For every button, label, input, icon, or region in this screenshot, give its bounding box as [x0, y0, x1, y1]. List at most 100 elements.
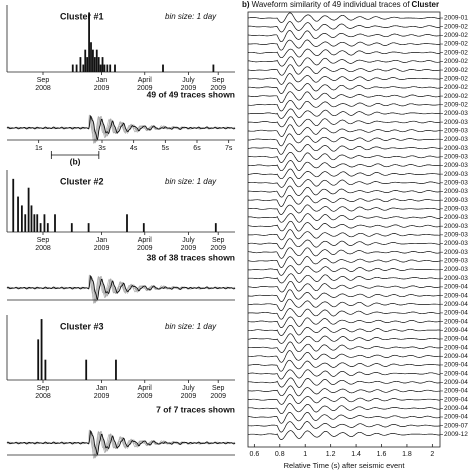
bar [30, 205, 33, 232]
bar [79, 57, 82, 72]
bar [90, 42, 92, 72]
trace-label: 2009-02 [444, 41, 468, 48]
bar [95, 49, 98, 72]
trace-overlay [6, 430, 236, 459]
trace [247, 298, 440, 312]
cluster-title: Cluster #1 [60, 11, 104, 21]
x-tick-label: Sep 2008 [35, 77, 51, 92]
bar [82, 64, 85, 72]
trace [247, 21, 441, 33]
x-tick-label: 2 [430, 451, 434, 458]
bar [43, 214, 46, 232]
bar [92, 49, 94, 72]
trace [248, 394, 440, 405]
bar [212, 64, 215, 72]
panel-title: b) Waveform similarity of 49 individual t… [242, 0, 439, 9]
trace-label: 2009-03 [444, 275, 468, 282]
x-tick-label: April 2009 [137, 77, 153, 92]
trace-label: 2009-02 [444, 75, 468, 82]
trace [248, 308, 441, 320]
trace-overlay [6, 114, 236, 144]
x-tick-label: April 2009 [137, 385, 153, 400]
marker-label: (b) [70, 156, 81, 166]
trace [247, 421, 441, 433]
trace [247, 403, 441, 414]
x-tick-label: July 2009 [181, 385, 197, 400]
trace-overlay [6, 275, 236, 304]
trace [248, 73, 440, 85]
x-tick-label: April 2009 [137, 237, 153, 252]
x-tick-label: 1s [35, 145, 43, 152]
bar [24, 214, 27, 232]
trace [247, 385, 440, 397]
bar [87, 223, 90, 232]
bar [20, 205, 23, 232]
trace-mean [6, 430, 236, 456]
trace-label: 2009-04 [444, 344, 468, 351]
trace [248, 194, 440, 207]
x-tick-label: Jan 2009 [94, 237, 110, 252]
traces-shown: 49 of 49 traces shown [147, 89, 235, 99]
trace [247, 265, 440, 276]
bar [70, 223, 73, 232]
trace-overlay [6, 429, 236, 459]
bar [37, 339, 40, 380]
bar [36, 214, 39, 232]
x-tick-label: Jan 2009 [94, 385, 110, 400]
title-part: Waveform similarity of 49 individual tra… [252, 0, 411, 9]
bar [162, 64, 164, 72]
trace [247, 12, 440, 23]
trace [247, 280, 441, 293]
x-tick-label: 6s [193, 145, 201, 152]
trace-label: 2009-03 [444, 206, 468, 213]
x-tick-label: Sep 2009 [210, 385, 226, 400]
trace-label: 2009-03 [444, 119, 468, 126]
trace-label: 2009-02 [444, 58, 468, 65]
trace-label: 2009-12 [444, 431, 468, 438]
bar [93, 57, 96, 72]
bar [54, 214, 56, 232]
title-part: Cluster [412, 0, 440, 9]
trace [248, 377, 441, 388]
trace-label: 2009-03 [444, 223, 468, 230]
bar [46, 223, 49, 232]
trace-label: 2009-03 [444, 188, 468, 195]
bar [97, 57, 100, 72]
trace-label: 2009-03 [444, 110, 468, 117]
x-tick-label: Sep 2008 [35, 385, 51, 400]
trace [247, 108, 440, 119]
trace-label: 2009-04 [444, 318, 468, 325]
x-tick-label: 0.6 [249, 451, 259, 458]
bar [39, 223, 42, 232]
trace-label: 2009-01 [444, 15, 468, 22]
trace-label: 2009-04 [444, 292, 468, 299]
x-tick-label: 1.8 [402, 451, 412, 458]
cluster-title: Cluster #3 [60, 321, 104, 331]
trace-label: 2009-04 [444, 379, 468, 386]
trace [247, 369, 440, 380]
bar [103, 64, 106, 72]
bar [109, 64, 112, 72]
trace-label: 2009-04 [444, 284, 468, 291]
trace [248, 220, 441, 232]
x-tick-label: July 2009 [181, 237, 197, 252]
trace [247, 333, 441, 344]
x-axis-label: Relative Time (s) after seismic event [284, 461, 406, 470]
trace [248, 350, 440, 363]
bar [115, 359, 117, 380]
x-tick-label: 1 [303, 451, 307, 458]
bar [85, 359, 88, 380]
bar [17, 196, 19, 232]
bin-size: bin size: 1 day [165, 12, 217, 21]
trace [247, 229, 440, 241]
trace-label: 2009-04 [444, 405, 468, 412]
trace [247, 82, 441, 94]
x-tick-label: July 2009 [181, 77, 197, 92]
trace [248, 247, 441, 259]
trace-label: 2009-03 [444, 232, 468, 239]
bar [71, 64, 74, 72]
trace [248, 116, 441, 128]
trace-label: 2009-02 [444, 49, 468, 56]
trace [247, 56, 441, 67]
bar [142, 223, 145, 232]
